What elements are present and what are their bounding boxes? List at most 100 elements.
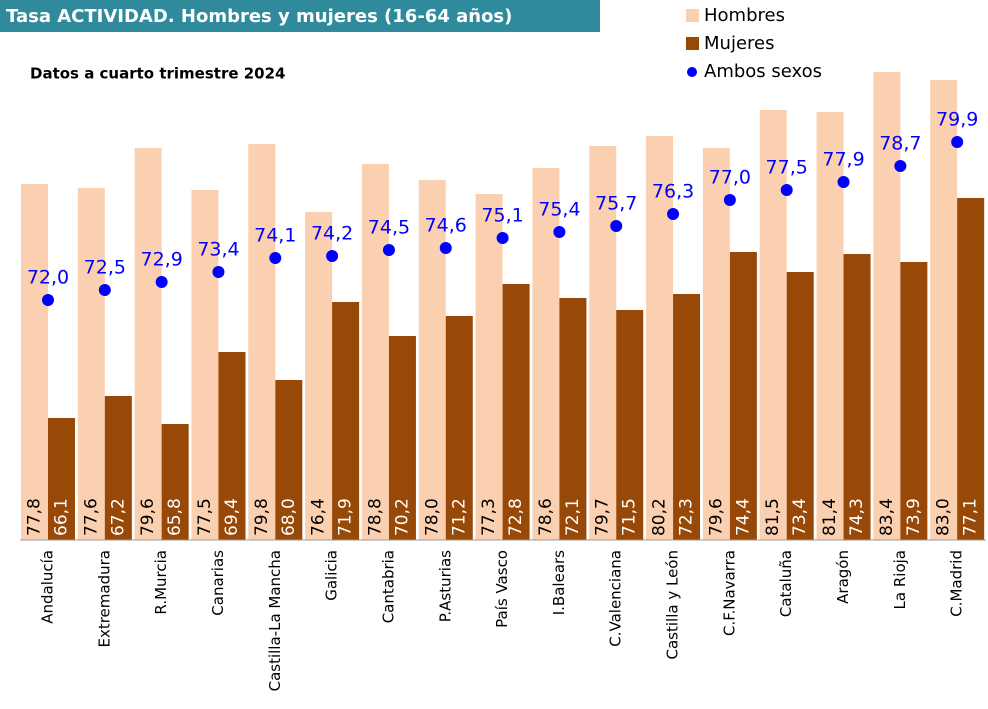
bar-value-label: 76,4 bbox=[309, 498, 329, 536]
legend-marker bbox=[687, 67, 697, 77]
dot bbox=[496, 232, 509, 244]
bar bbox=[388, 336, 416, 540]
dot bbox=[212, 266, 225, 278]
bar-value-label: 83,4 bbox=[877, 498, 897, 536]
dot bbox=[382, 244, 395, 256]
chart-title: Tasa ACTIVIDAD. Hombres y mujeres (16-64… bbox=[6, 6, 512, 27]
bar-value-label: 79,6 bbox=[138, 498, 158, 536]
bar bbox=[616, 310, 644, 540]
bar-value-label: 71,2 bbox=[449, 498, 469, 536]
bar bbox=[161, 424, 189, 540]
bar-value-label: 73,9 bbox=[904, 498, 924, 536]
bar bbox=[48, 418, 75, 540]
dot-value-label: 78,7 bbox=[879, 133, 921, 155]
x-tick-label: P.Asturias bbox=[436, 550, 454, 622]
dot-value-label: 75,4 bbox=[538, 199, 580, 221]
x-tick-label: Castilla y León bbox=[664, 550, 682, 659]
x-tick-label: La Rioja bbox=[891, 550, 909, 609]
bar bbox=[134, 148, 162, 540]
dot-value-label: 77,9 bbox=[822, 149, 864, 171]
bar bbox=[816, 112, 844, 540]
bar bbox=[475, 194, 503, 540]
x-tick-label: C.Madrid bbox=[948, 550, 966, 617]
bar-value-label: 77,6 bbox=[81, 498, 101, 536]
bar-value-label: 83,0 bbox=[934, 498, 954, 536]
x-tick-label: Cantabria bbox=[379, 550, 397, 623]
dot-value-label: 76,3 bbox=[652, 181, 694, 203]
bar-value-label: 69,4 bbox=[222, 498, 242, 536]
bar bbox=[445, 316, 473, 540]
dot bbox=[326, 250, 339, 262]
x-tick-label: C.Valenciana bbox=[607, 550, 625, 647]
bar bbox=[77, 188, 105, 540]
legend-label: Mujeres bbox=[704, 33, 774, 54]
dot bbox=[951, 136, 964, 148]
bar bbox=[532, 168, 560, 540]
legend-swatch bbox=[686, 9, 699, 22]
dot-value-label: 74,2 bbox=[311, 223, 353, 245]
x-tick-label: Castilla-La Mancha bbox=[266, 550, 284, 691]
bar bbox=[559, 298, 587, 540]
dot-value-label: 74,6 bbox=[425, 215, 467, 237]
bar bbox=[21, 184, 48, 540]
bar-value-label: 77,1 bbox=[961, 498, 981, 536]
legend-swatch bbox=[686, 37, 699, 50]
x-tick-label: País Vasco bbox=[493, 550, 511, 628]
bar bbox=[646, 136, 674, 540]
x-tick-label: R.Murcia bbox=[152, 550, 170, 615]
x-tick-label: Canarias bbox=[209, 550, 227, 616]
bar-value-label: 71,9 bbox=[336, 498, 356, 536]
dot-value-label: 79,9 bbox=[936, 109, 978, 131]
bar-value-label: 81,4 bbox=[820, 498, 840, 536]
x-tick-label: Extremadura bbox=[95, 550, 113, 648]
dot bbox=[837, 176, 850, 188]
dot bbox=[98, 284, 111, 296]
bar-value-label: 66,1 bbox=[52, 498, 72, 536]
bar-value-label: 79,7 bbox=[593, 498, 613, 536]
bar bbox=[957, 198, 985, 540]
chart-subtitle: Datos a cuarto trimestre 2024 bbox=[30, 65, 285, 83]
bar-value-label: 77,8 bbox=[25, 498, 45, 536]
legend-label: Ambos sexos bbox=[704, 61, 822, 82]
bar bbox=[332, 302, 360, 540]
bar-value-label: 80,2 bbox=[650, 498, 670, 536]
bar-value-label: 72,3 bbox=[677, 498, 697, 536]
bar bbox=[729, 252, 757, 540]
bar bbox=[248, 144, 276, 540]
bar bbox=[218, 352, 246, 540]
x-tick-label: Aragón bbox=[834, 550, 852, 604]
bar-value-label: 73,4 bbox=[790, 498, 810, 536]
bar-value-label: 72,8 bbox=[506, 498, 526, 536]
bar bbox=[843, 254, 871, 540]
bar-value-label: 67,2 bbox=[108, 498, 128, 536]
x-tick-label: I.Balears bbox=[550, 550, 568, 615]
dot-value-label: 77,5 bbox=[766, 157, 808, 179]
bar bbox=[361, 164, 389, 540]
bar bbox=[305, 212, 333, 540]
dot-value-label: 72,0 bbox=[27, 267, 69, 289]
dot-value-label: 75,1 bbox=[481, 205, 523, 227]
dot bbox=[439, 242, 452, 254]
bar-value-label: 72,1 bbox=[563, 498, 583, 536]
dot-value-label: 72,9 bbox=[140, 249, 182, 271]
bar-value-label: 65,8 bbox=[165, 498, 185, 536]
bar-value-label: 78,6 bbox=[536, 498, 556, 536]
bar bbox=[418, 180, 446, 540]
dot bbox=[42, 294, 54, 306]
x-tick-label: Galicia bbox=[323, 550, 341, 601]
dot bbox=[894, 160, 907, 172]
dot-value-label: 72,5 bbox=[84, 257, 126, 279]
bar-value-label: 77,5 bbox=[195, 498, 215, 536]
x-tick-label: C.F.Navarra bbox=[720, 550, 738, 636]
bar bbox=[786, 272, 814, 540]
bar-value-label: 77,3 bbox=[479, 498, 499, 536]
bar bbox=[673, 294, 701, 540]
bar-value-label: 79,6 bbox=[706, 498, 726, 536]
bar bbox=[275, 380, 303, 540]
bar-value-label: 78,8 bbox=[365, 498, 385, 536]
bar-value-label: 71,5 bbox=[620, 498, 640, 536]
dot-value-label: 77,0 bbox=[709, 167, 751, 189]
dot bbox=[553, 226, 566, 238]
bar bbox=[759, 110, 787, 540]
